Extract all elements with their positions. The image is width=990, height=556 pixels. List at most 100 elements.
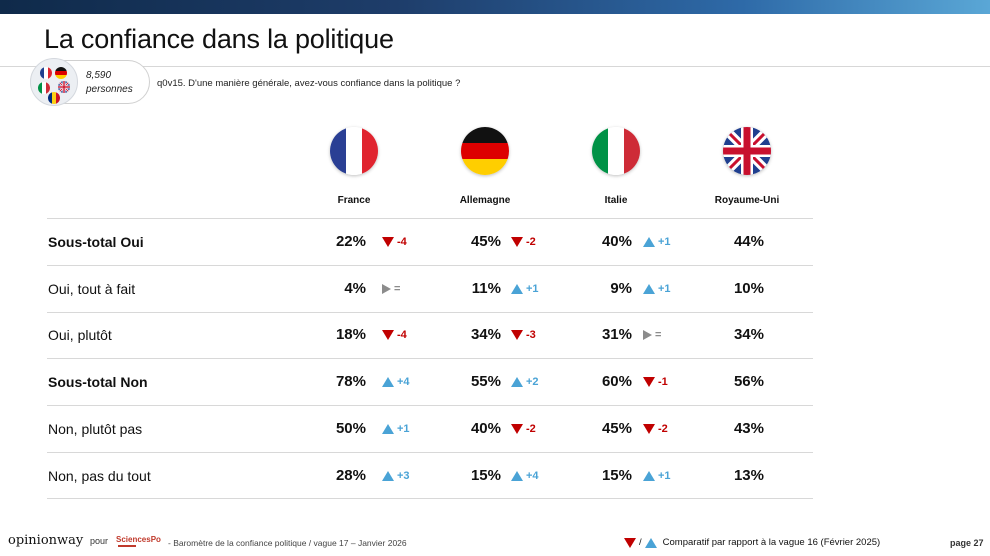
germany-flag-icon (461, 127, 509, 175)
trend-indicator: -1 (643, 376, 668, 388)
trend-change: +2 (526, 376, 539, 388)
arrow-down-icon (382, 237, 394, 247)
cell-value: 11% (471, 280, 501, 297)
arrow-up-icon (643, 284, 655, 294)
cell-value: 10% (733, 280, 764, 297)
mini-italy-flag-icon (38, 82, 50, 94)
sample-unit: personnes (86, 84, 133, 95)
legend-text: Comparatif par rapport à la vague 16 (Fé… (662, 537, 881, 548)
footer-caption: - Baromètre de la confiance politique / … (168, 538, 407, 548)
cell-value: 15% (470, 467, 501, 484)
trend-indicator: = (382, 283, 400, 295)
uk-flag-icon (723, 127, 771, 175)
row-label: Non, pas du tout (48, 468, 151, 484)
trend-change: +4 (397, 376, 410, 388)
arrow-up-icon (382, 424, 394, 434)
france-flag-icon (330, 127, 378, 175)
trend-indicator: +4 (511, 470, 539, 482)
sciencespo-logo: SciencesPo (116, 535, 161, 544)
legend: / Comparatif par rapport à la vague 16 (… (624, 537, 880, 548)
row-label: Non, plutôt pas (48, 421, 143, 437)
column-header-italie: Italie (604, 195, 628, 206)
arrow-down-icon (511, 330, 523, 340)
cell-value: 44% (733, 233, 764, 250)
trend-indicator: +3 (382, 470, 410, 482)
trend-change: +1 (658, 236, 671, 248)
mini-germany-flag-icon (55, 67, 67, 79)
table-divider (47, 452, 813, 453)
table-divider (47, 358, 813, 359)
sciencespo-logo-underline (118, 545, 136, 547)
trend-indicator: -4 (382, 329, 407, 341)
cell-value: 40% (601, 233, 632, 250)
trend-indicator: +2 (511, 376, 539, 388)
column-header-royaume-uni: Royaume-Uni (714, 195, 780, 206)
trend-change: -4 (397, 236, 407, 248)
page-number: page 27 (950, 538, 984, 548)
trend-change: +1 (526, 283, 539, 295)
trend-change: +1 (397, 423, 410, 435)
opinionway-logo: opinionway (8, 533, 84, 548)
table-divider (47, 498, 813, 499)
arrow-up-icon (382, 471, 394, 481)
trend-change: +1 (658, 283, 671, 295)
arrow-flat-icon (643, 330, 652, 340)
mini-romania-flag-icon (48, 92, 60, 104)
trend-indicator: +1 (643, 283, 671, 295)
column-header-france: France (337, 195, 371, 206)
trend-indicator: -3 (511, 329, 536, 341)
trend-indicator: +1 (511, 283, 539, 295)
cell-value: 34% (733, 326, 764, 343)
legend-separator: / (639, 537, 642, 548)
arrow-up-icon (511, 377, 523, 387)
cell-value: 56% (733, 373, 764, 390)
column-header-allemagne: Allemagne (459, 195, 511, 206)
trend-indicator: +1 (643, 470, 671, 482)
arrow-up-icon (382, 377, 394, 387)
arrow-down-icon (643, 424, 655, 434)
trend-change: -3 (526, 329, 536, 341)
arrow-down-icon (624, 537, 636, 548)
cell-value: 60% (601, 373, 632, 390)
cell-value: 31% (601, 326, 632, 343)
trend-indicator: -2 (511, 236, 536, 248)
cell-value: 45% (470, 233, 501, 250)
table-divider (47, 218, 813, 219)
cell-value: 28% (335, 467, 366, 484)
cell-value: 15% (601, 467, 632, 484)
trend-indicator: +4 (382, 376, 410, 388)
trend-change: +1 (658, 470, 671, 482)
trend-change: = (655, 329, 662, 341)
cell-value: 4% (344, 280, 366, 297)
cell-value: 9% (610, 280, 632, 297)
trend-change: -4 (397, 329, 407, 341)
arrow-down-icon (511, 237, 523, 247)
trend-change: = (394, 283, 401, 295)
trend-indicator: -2 (511, 423, 536, 435)
italy-flag-icon (592, 127, 640, 175)
table-divider (47, 312, 813, 313)
arrow-flat-icon (382, 284, 391, 294)
table-divider (47, 405, 813, 406)
title-divider (0, 66, 990, 67)
cell-value: 40% (470, 420, 501, 437)
cell-value: 43% (733, 420, 764, 437)
trend-change: +3 (397, 470, 410, 482)
countries-flag-cluster (30, 58, 78, 106)
cell-value: 55% (470, 373, 501, 390)
trend-indicator: = (643, 329, 661, 341)
arrow-up-icon (511, 471, 523, 481)
mini-uk-flag-icon (58, 81, 70, 93)
arrow-down-icon (382, 330, 394, 340)
question-text: q0v15. D'une manière générale, avez-vous… (157, 78, 461, 89)
table-divider (47, 265, 813, 266)
arrow-up-icon (643, 237, 655, 247)
cell-value: 22% (335, 233, 366, 250)
arrow-up-icon (644, 537, 657, 548)
cell-value: 18% (335, 326, 366, 343)
arrow-up-icon (511, 284, 523, 294)
trend-indicator: -2 (643, 423, 668, 435)
trend-change: -2 (526, 236, 536, 248)
arrow-up-icon (643, 471, 655, 481)
trend-change: +4 (526, 470, 539, 482)
